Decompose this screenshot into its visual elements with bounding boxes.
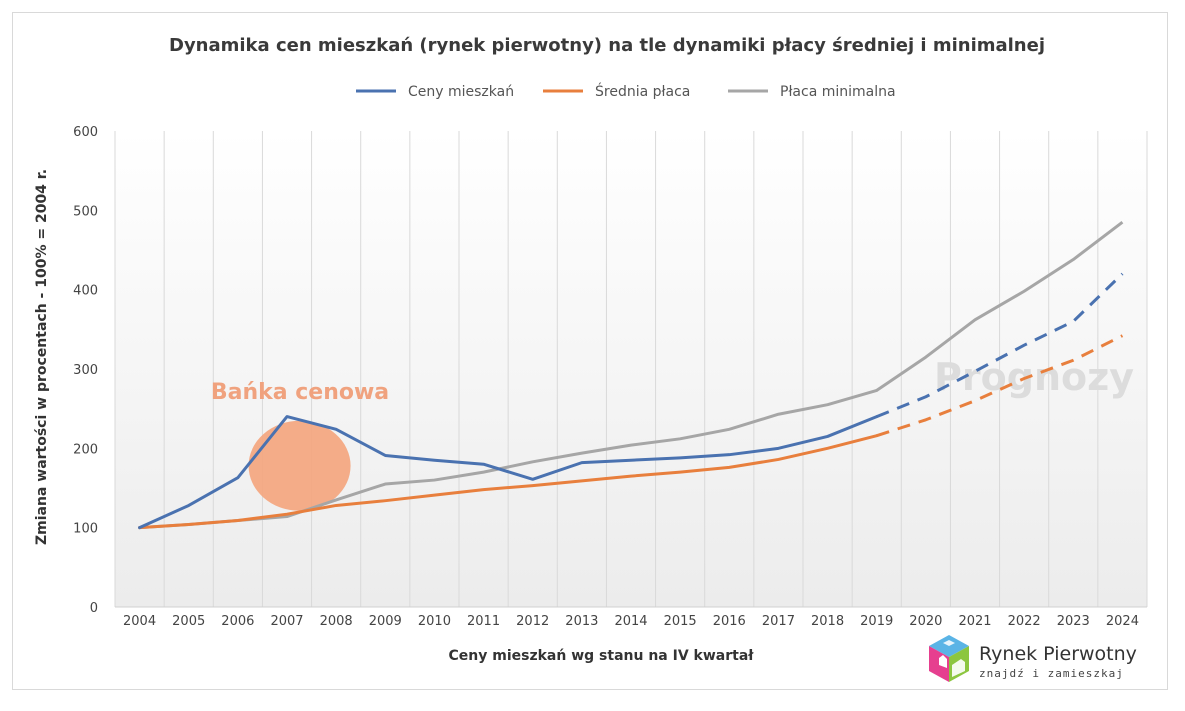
x-tick-label: 2023	[1057, 614, 1090, 629]
x-axis-title: Ceny mieszkań wg stanu na IV kwartał	[449, 648, 755, 664]
x-tick-label: 2007	[270, 614, 303, 629]
x-tick-label: 2022	[1008, 614, 1041, 629]
series-1-line	[138, 434, 879, 530]
x-axis: 2004 2005 2006 2007 2008 2009 2010 2011 2012 2013…	[123, 614, 1139, 629]
x-tick-label: 2013	[565, 614, 598, 629]
legend-label: Średnia płaca	[595, 82, 690, 100]
logo-name: Rynek Pierwotny	[979, 643, 1137, 665]
x-tick-label: 2015	[664, 614, 697, 629]
price-bubble-label: Bańka cenowa	[211, 380, 389, 405]
price-bubble: Bańka cenowa	[211, 380, 389, 511]
y-axis-title: Zmiana wartości w procentach - 100% = 20…	[34, 169, 50, 545]
plot-area	[115, 131, 1147, 607]
series-lines	[138, 221, 1124, 530]
y-tick-label: 500	[73, 204, 98, 219]
line-chart: Dynamika cen mieszkań (rynek pierwotny) …	[34, 35, 1148, 682]
x-tick-label: 2014	[614, 614, 647, 629]
x-tick-label: 2020	[909, 614, 942, 629]
x-tick-label: 2016	[713, 614, 746, 629]
logo-cube-icon	[929, 635, 969, 682]
x-tick-label: 2008	[320, 614, 353, 629]
chart-title: Dynamika cen mieszkań (rynek pierwotny) …	[169, 35, 1045, 56]
y-tick-label: 600	[73, 125, 98, 140]
x-tick-label: 2024	[1106, 614, 1139, 629]
x-tick-label: 2004	[123, 614, 156, 629]
y-tick-label: 300	[73, 363, 98, 378]
series-2-line-continued	[875, 221, 1124, 392]
x-tick-label: 2012	[516, 614, 549, 629]
series-0-line	[138, 415, 879, 530]
series-0-forecast-line	[876, 272, 1124, 418]
x-tick-label: 2018	[811, 614, 844, 629]
x-tick-label: 2011	[467, 614, 500, 629]
legend-label: Płaca minimalna	[780, 84, 896, 100]
y-tick-label: 200	[73, 442, 98, 457]
forecast-label: Prognozy	[934, 355, 1134, 399]
x-tick-label: 2021	[958, 614, 991, 629]
logo-tagline: znajdź i zamieszkaj	[979, 667, 1124, 680]
legend-label: Ceny mieszkań	[408, 84, 514, 100]
grid	[114, 131, 1148, 608]
y-tick-label: 0	[90, 601, 98, 616]
x-tick-label: 2006	[221, 614, 254, 629]
y-axis: 0 100 200 300 400 500 600	[73, 125, 98, 616]
legend: Ceny mieszkań Średnia płaca Płaca minimaln…	[356, 82, 896, 100]
x-tick-label: 2017	[762, 614, 795, 629]
x-tick-label: 2005	[172, 614, 205, 629]
x-tick-label: 2019	[860, 614, 893, 629]
x-tick-label: 2010	[418, 614, 451, 629]
y-tick-label: 100	[73, 522, 98, 537]
x-tick-label: 2009	[369, 614, 402, 629]
price-bubble-circle	[248, 420, 351, 511]
chart-frame: Dynamika cen mieszkań (rynek pierwotny) …	[12, 12, 1168, 690]
y-tick-label: 400	[73, 284, 98, 299]
logo: Rynek Pierwotny znajdź i zamieszkaj	[929, 635, 1137, 682]
